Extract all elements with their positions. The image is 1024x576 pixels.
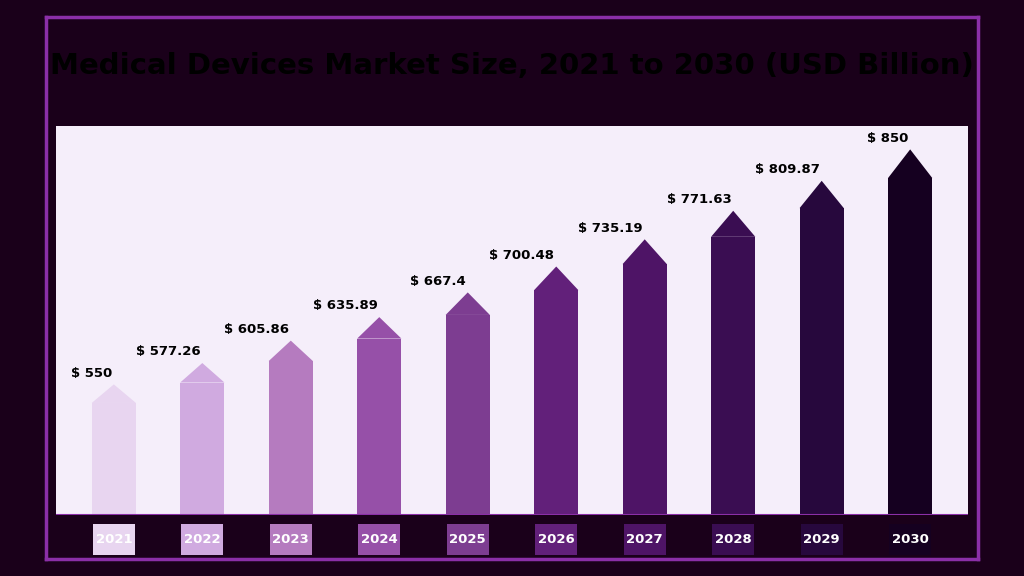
Text: 2027: 2027 (627, 533, 663, 546)
Text: $ 635.89: $ 635.89 (312, 300, 378, 312)
Text: $ 605.86: $ 605.86 (224, 323, 289, 336)
FancyBboxPatch shape (93, 524, 135, 555)
Polygon shape (888, 149, 932, 178)
FancyBboxPatch shape (889, 524, 931, 555)
Text: 2029: 2029 (804, 533, 840, 546)
Bar (711, 237, 756, 516)
Bar (445, 315, 489, 516)
FancyBboxPatch shape (801, 524, 843, 555)
Bar (180, 382, 224, 516)
Polygon shape (800, 181, 844, 208)
Text: $ 850: $ 850 (867, 132, 908, 145)
Text: 2023: 2023 (272, 533, 309, 546)
FancyBboxPatch shape (446, 524, 488, 555)
Polygon shape (357, 317, 401, 339)
FancyBboxPatch shape (358, 524, 400, 555)
Polygon shape (445, 293, 489, 315)
Text: $ 809.87: $ 809.87 (755, 163, 820, 176)
Text: $ 735.19: $ 735.19 (579, 222, 643, 234)
Polygon shape (711, 211, 756, 237)
Text: 2024: 2024 (360, 533, 397, 546)
Text: 2026: 2026 (538, 533, 574, 546)
Bar (92, 403, 136, 516)
Bar (268, 361, 313, 516)
Bar (357, 339, 401, 516)
Text: $ 700.48: $ 700.48 (489, 249, 554, 262)
Text: 2022: 2022 (184, 533, 220, 546)
FancyBboxPatch shape (181, 524, 223, 555)
Text: $ 771.63: $ 771.63 (667, 193, 731, 206)
Text: Medical Devices Market Size, 2021 to 2030 (USD Billion): Medical Devices Market Size, 2021 to 203… (50, 52, 974, 80)
Polygon shape (623, 239, 667, 264)
Text: $ 550: $ 550 (71, 367, 112, 380)
Text: $ 577.26: $ 577.26 (136, 346, 201, 358)
Text: 2025: 2025 (450, 533, 486, 546)
Bar (535, 290, 579, 516)
FancyBboxPatch shape (712, 524, 755, 555)
Polygon shape (92, 384, 136, 403)
Text: 2030: 2030 (892, 533, 929, 546)
Text: 2028: 2028 (715, 533, 752, 546)
Bar (623, 264, 667, 516)
Polygon shape (268, 340, 313, 361)
Text: 2021: 2021 (95, 533, 132, 546)
Polygon shape (180, 363, 224, 382)
FancyBboxPatch shape (624, 524, 666, 555)
FancyBboxPatch shape (269, 524, 312, 555)
Polygon shape (535, 267, 579, 290)
Text: $ 667.4: $ 667.4 (411, 275, 466, 288)
Bar (800, 208, 844, 516)
Bar (888, 178, 932, 516)
FancyBboxPatch shape (536, 524, 578, 555)
